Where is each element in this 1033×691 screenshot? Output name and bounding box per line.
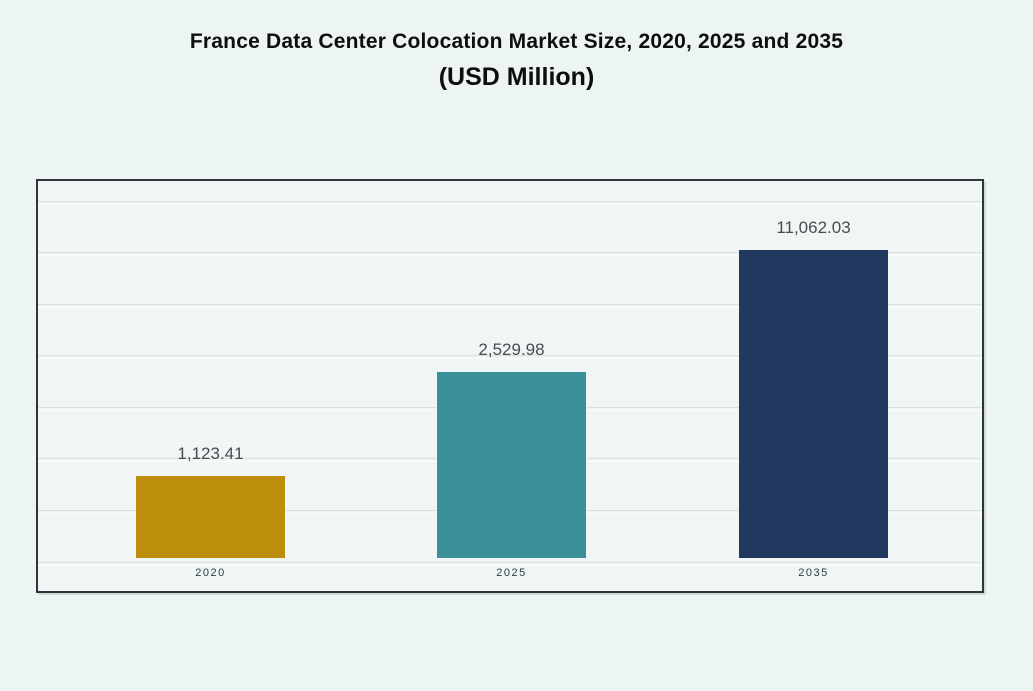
chart-subtitle: (USD Million): [438, 63, 595, 91]
bar-2020: [136, 476, 285, 558]
gridline: [38, 252, 982, 256]
bar-value-label-2020: 1,123.41: [177, 444, 244, 463]
gridline: [38, 201, 982, 205]
x-axis-label-2035: 2035: [798, 567, 829, 579]
plot-area: 1,123.41 2020 2,529.98 2025 11,062.03 20…: [36, 179, 984, 593]
bar-value-label-2035: 11,062.03: [776, 218, 851, 237]
chart-title: France Data Center Colocation Market Siz…: [189, 30, 844, 53]
x-axis-label-2025: 2025: [496, 567, 527, 579]
gridline: [38, 355, 982, 359]
gridline: [38, 562, 982, 566]
bar-2035: [739, 250, 888, 558]
chart-title-block: France Data Center Colocation Market Siz…: [0, 30, 1033, 92]
bar-group-2035: 11,062.03 2035: [739, 218, 888, 579]
x-axis-label-2020: 2020: [195, 567, 226, 579]
bar-2025: [437, 372, 586, 558]
gridline: [38, 304, 982, 308]
bar-value-label-2025: 2,529.98: [478, 340, 545, 359]
bar-group-2025: 2,529.98 2025: [437, 340, 586, 579]
bar-group-2020: 1,123.41 2020: [136, 444, 285, 579]
